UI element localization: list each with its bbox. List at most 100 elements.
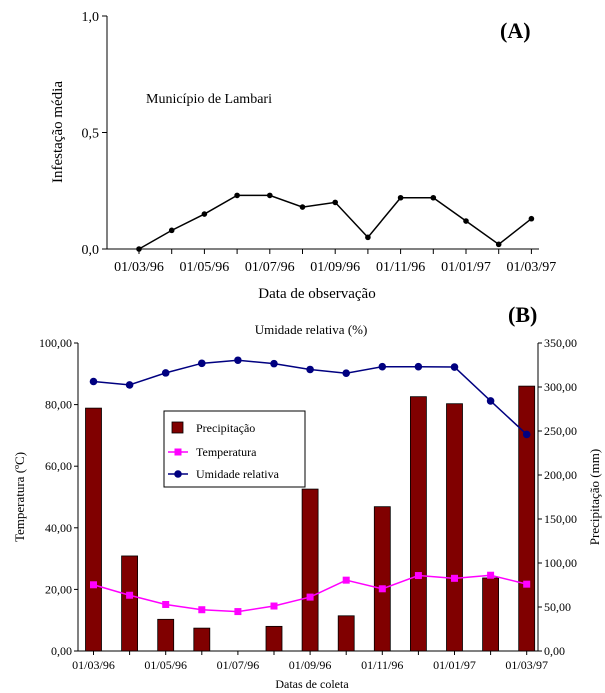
temperatura-point <box>306 593 314 601</box>
panel-a-point <box>495 241 502 248</box>
panel-a-x-tick-label: 01/11/96 <box>376 260 425 275</box>
precipitacao-bar <box>301 488 319 652</box>
umidade-point <box>161 369 170 377</box>
panel-a-x-tick-label: 01/03/97 <box>507 260 557 275</box>
panel-b-right-tick-label: 350,00 <box>544 336 577 350</box>
panel-b-x-tick-label: 01/07/96 <box>217 658 260 672</box>
panel-a-point <box>528 215 535 222</box>
precipitacao-bar <box>446 403 463 652</box>
panel-a-y-tick-label: 1,0 <box>82 10 100 25</box>
panel-b-right-axis-label: Precipitação (mm) <box>587 449 602 545</box>
temperatura-point <box>342 576 350 584</box>
panel-b-right-ticks: 0,00 50,00 100,00 150,00 200,00 250,00 300,00 3… <box>538 336 577 658</box>
panel-a-point <box>332 199 339 206</box>
panel-b-right-tick-label: 300,00 <box>544 380 577 394</box>
panel-b-right-tick-label: 150,00 <box>544 512 577 526</box>
umidade-point <box>270 359 278 368</box>
panel-b-left-tick-label: 0,00 <box>51 644 72 658</box>
panel-b-x-tick-label: 01/03/97 <box>505 658 548 672</box>
panel-b: Umidade relativa (%) (B) 0,00 20,00 40,00 6… <box>12 302 602 691</box>
panel-a-x-tick-label: 01/01/97 <box>441 260 491 275</box>
legend-precipitacao-swatch <box>171 421 184 434</box>
precipitacao-bar <box>518 385 536 652</box>
panel-b-x-tick-label: 01/09/96 <box>289 658 332 672</box>
umidade-point <box>450 363 459 371</box>
umidade-point <box>414 362 423 371</box>
legend-temperatura-label: Temperatura <box>196 445 257 459</box>
panel-a-x-tick-label: 01/07/96 <box>245 260 295 275</box>
precipitacao-bar <box>193 627 211 652</box>
precipitacao-bar <box>265 625 283 652</box>
temperatura-point <box>451 574 458 582</box>
legend-umidade-label: Umidade relativa <box>196 467 280 481</box>
panel-b-right-tick-label: 200,00 <box>544 468 577 482</box>
umidade-point <box>378 362 387 371</box>
temperatura-point <box>234 608 242 616</box>
panel-b-x-ticks: 01/03/96 01/05/96 01/07/96 01/09/96 01/11/96… <box>72 651 548 672</box>
panel-b-lines <box>89 356 531 616</box>
umidade-point <box>89 377 98 386</box>
panel-b-title: Umidade relativa (%) <box>255 322 368 337</box>
umidade-point <box>342 369 351 377</box>
panel-b-label: (B) <box>508 302 537 327</box>
umidade-point <box>234 356 242 365</box>
temperatura-point <box>378 585 386 593</box>
legend-precipitacao-label: Precipitação <box>196 421 255 435</box>
panel-b-right-tick-label: 100,00 <box>544 556 577 570</box>
panel-b-right-tick-label: 50,00 <box>544 600 571 614</box>
panel-b-x-axis-label: Datas de coleta <box>275 677 349 691</box>
panel-a-y-tick-label: 0,0 <box>82 243 100 258</box>
panel-a-y-tick-label: 0,5 <box>82 127 100 142</box>
panel-a-label: (A) <box>500 18 531 43</box>
panel-a-point <box>463 218 469 224</box>
umidade-point <box>486 397 495 405</box>
panel-a-point <box>201 211 208 217</box>
panel-b-x-tick-label: 01/11/96 <box>361 658 403 672</box>
temperatura-point <box>487 571 495 579</box>
panel-b-left-axis-label: Temperatura (ºC) <box>12 452 27 542</box>
temperatura-point <box>523 580 531 588</box>
precipitacao-bar <box>85 407 102 652</box>
panel-a-point <box>365 234 371 241</box>
panel-b-x-tick-label: 01/01/97 <box>433 658 476 672</box>
legend-temperatura-marker <box>174 448 182 456</box>
umidade-point <box>125 381 134 389</box>
precipitacao-bar <box>409 396 427 652</box>
panel-b-right-tick-label: 0,00 <box>544 644 565 658</box>
panel-a-point <box>430 194 437 201</box>
umidade-point <box>522 430 531 439</box>
precipitacao-bar <box>337 615 355 652</box>
panel-a-point <box>234 192 240 199</box>
panel-b-left-ticks: 0,00 20,00 40,00 60,00 80,00 100,00 <box>39 336 78 658</box>
panel-a-x-tick-label: 01/05/96 <box>180 260 230 275</box>
panel-a: 0,0 0,5 1,0 01/03/96 01/05/96 01/07/96 01/09/… <box>50 10 556 302</box>
panel-a-series <box>136 192 535 252</box>
temperatura-point <box>162 600 170 608</box>
temperatura-point <box>270 602 278 610</box>
panel-a-y-axis-label: Infestação média <box>50 81 66 183</box>
panel-a-point <box>168 227 175 234</box>
panel-b-left-tick-label: 100,00 <box>39 336 72 350</box>
panel-b-left-tick-label: 60,00 <box>45 459 72 473</box>
panel-b-left-tick-label: 80,00 <box>45 398 72 412</box>
panel-a-y-ticks: 0,0 0,5 1,0 <box>82 10 107 258</box>
panel-b-bars <box>85 385 536 652</box>
panel-a-x-tick-label: 01/09/96 <box>310 260 360 275</box>
panel-b-x-tick-label: 01/03/96 <box>72 658 115 672</box>
temperatura-point <box>126 591 134 599</box>
precipitacao-bar <box>121 555 138 652</box>
panel-a-annotation: Município de Lambari <box>146 92 272 107</box>
panel-b-left-tick-label: 20,00 <box>45 582 72 596</box>
temperatura-point <box>90 581 97 589</box>
panel-a-point <box>136 246 142 252</box>
panel-b-right-tick-label: 250,00 <box>544 424 577 438</box>
precipitacao-bar <box>482 577 500 652</box>
temperatura-point <box>198 606 206 614</box>
precipitacao-bar <box>373 506 391 652</box>
panel-a-point <box>397 194 404 201</box>
precipitacao-bar <box>157 618 175 652</box>
panel-b-x-tick-label: 01/05/96 <box>144 658 187 672</box>
umidade-point <box>306 365 314 374</box>
legend-umidade-marker <box>174 470 182 478</box>
